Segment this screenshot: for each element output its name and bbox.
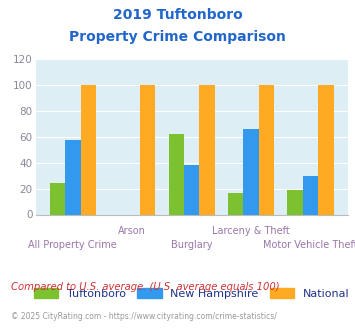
Bar: [228, 192, 244, 214]
Text: Burglary: Burglary: [171, 240, 212, 249]
Bar: [259, 85, 274, 214]
Legend: Tuftonboro, New Hampshire, National: Tuftonboro, New Hampshire, National: [34, 288, 350, 299]
Bar: [50, 183, 65, 214]
Bar: [81, 85, 96, 214]
Bar: [244, 129, 259, 214]
Text: 2019 Tuftonboro: 2019 Tuftonboro: [113, 8, 242, 22]
Bar: [140, 85, 155, 214]
Bar: [169, 134, 184, 214]
Text: Arson: Arson: [118, 226, 146, 236]
Bar: [184, 165, 200, 215]
Text: Motor Vehicle Theft: Motor Vehicle Theft: [263, 240, 355, 249]
Bar: [287, 190, 303, 214]
Bar: [65, 140, 81, 214]
Bar: [200, 85, 215, 214]
Bar: [318, 85, 334, 214]
Bar: [303, 176, 318, 214]
Text: Larceny & Theft: Larceny & Theft: [212, 226, 290, 236]
Text: © 2025 CityRating.com - https://www.cityrating.com/crime-statistics/: © 2025 CityRating.com - https://www.city…: [11, 312, 277, 321]
Text: All Property Crime: All Property Crime: [28, 240, 117, 249]
Text: Compared to U.S. average. (U.S. average equals 100): Compared to U.S. average. (U.S. average …: [11, 282, 279, 292]
Text: Property Crime Comparison: Property Crime Comparison: [69, 30, 286, 44]
